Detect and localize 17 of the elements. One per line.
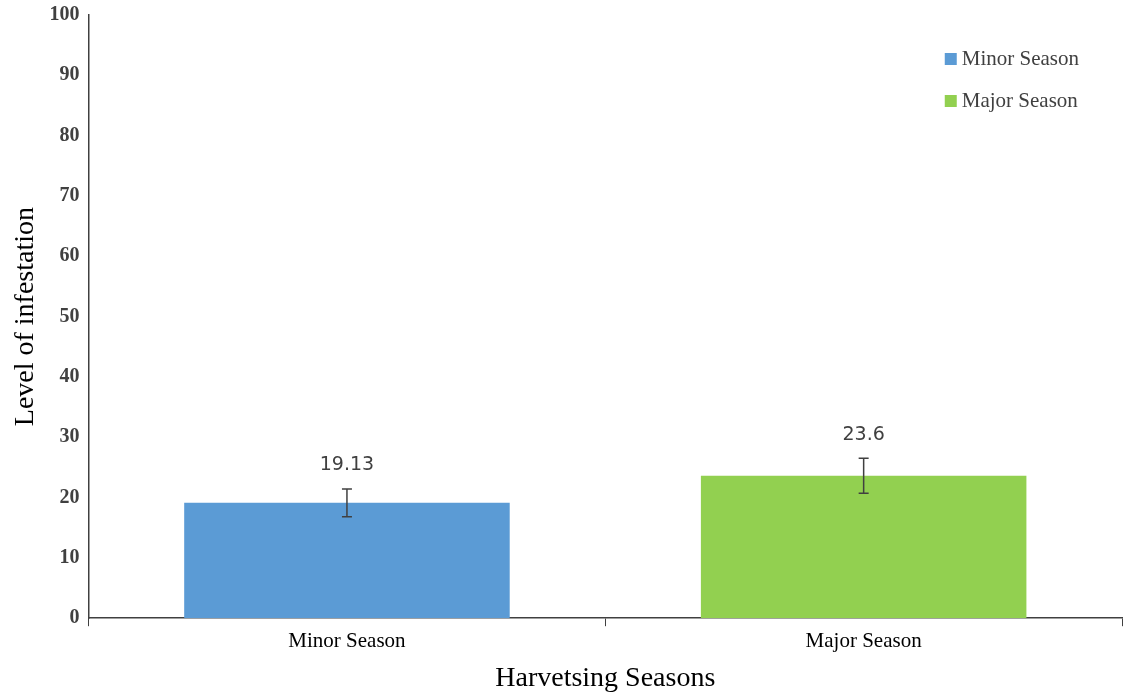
y-tick-label: 10 (59, 545, 80, 568)
data-label: 19.13 (319, 452, 375, 475)
y-axis-title: Level of infestation (8, 206, 40, 427)
legend-label: Minor Season (961, 45, 1080, 70)
y-tick-label: 100 (49, 2, 80, 25)
y-tick-label: 20 (59, 484, 80, 507)
y-tick-label: 50 (59, 303, 80, 326)
data-label: 23.6 (842, 421, 885, 444)
y-tick-label: 90 (59, 62, 80, 85)
x-axis-title: Harvetsing Seasons (495, 660, 716, 692)
y-tick-label: 60 (59, 243, 80, 266)
y-tick-label: 30 (59, 424, 80, 447)
legend-label: Major Season (961, 87, 1079, 112)
y-tick-label: 70 (59, 183, 80, 206)
y-tick-label: 0 (69, 605, 80, 628)
y-tick-label: 40 (59, 364, 80, 387)
y-tick-label: 80 (59, 122, 80, 145)
